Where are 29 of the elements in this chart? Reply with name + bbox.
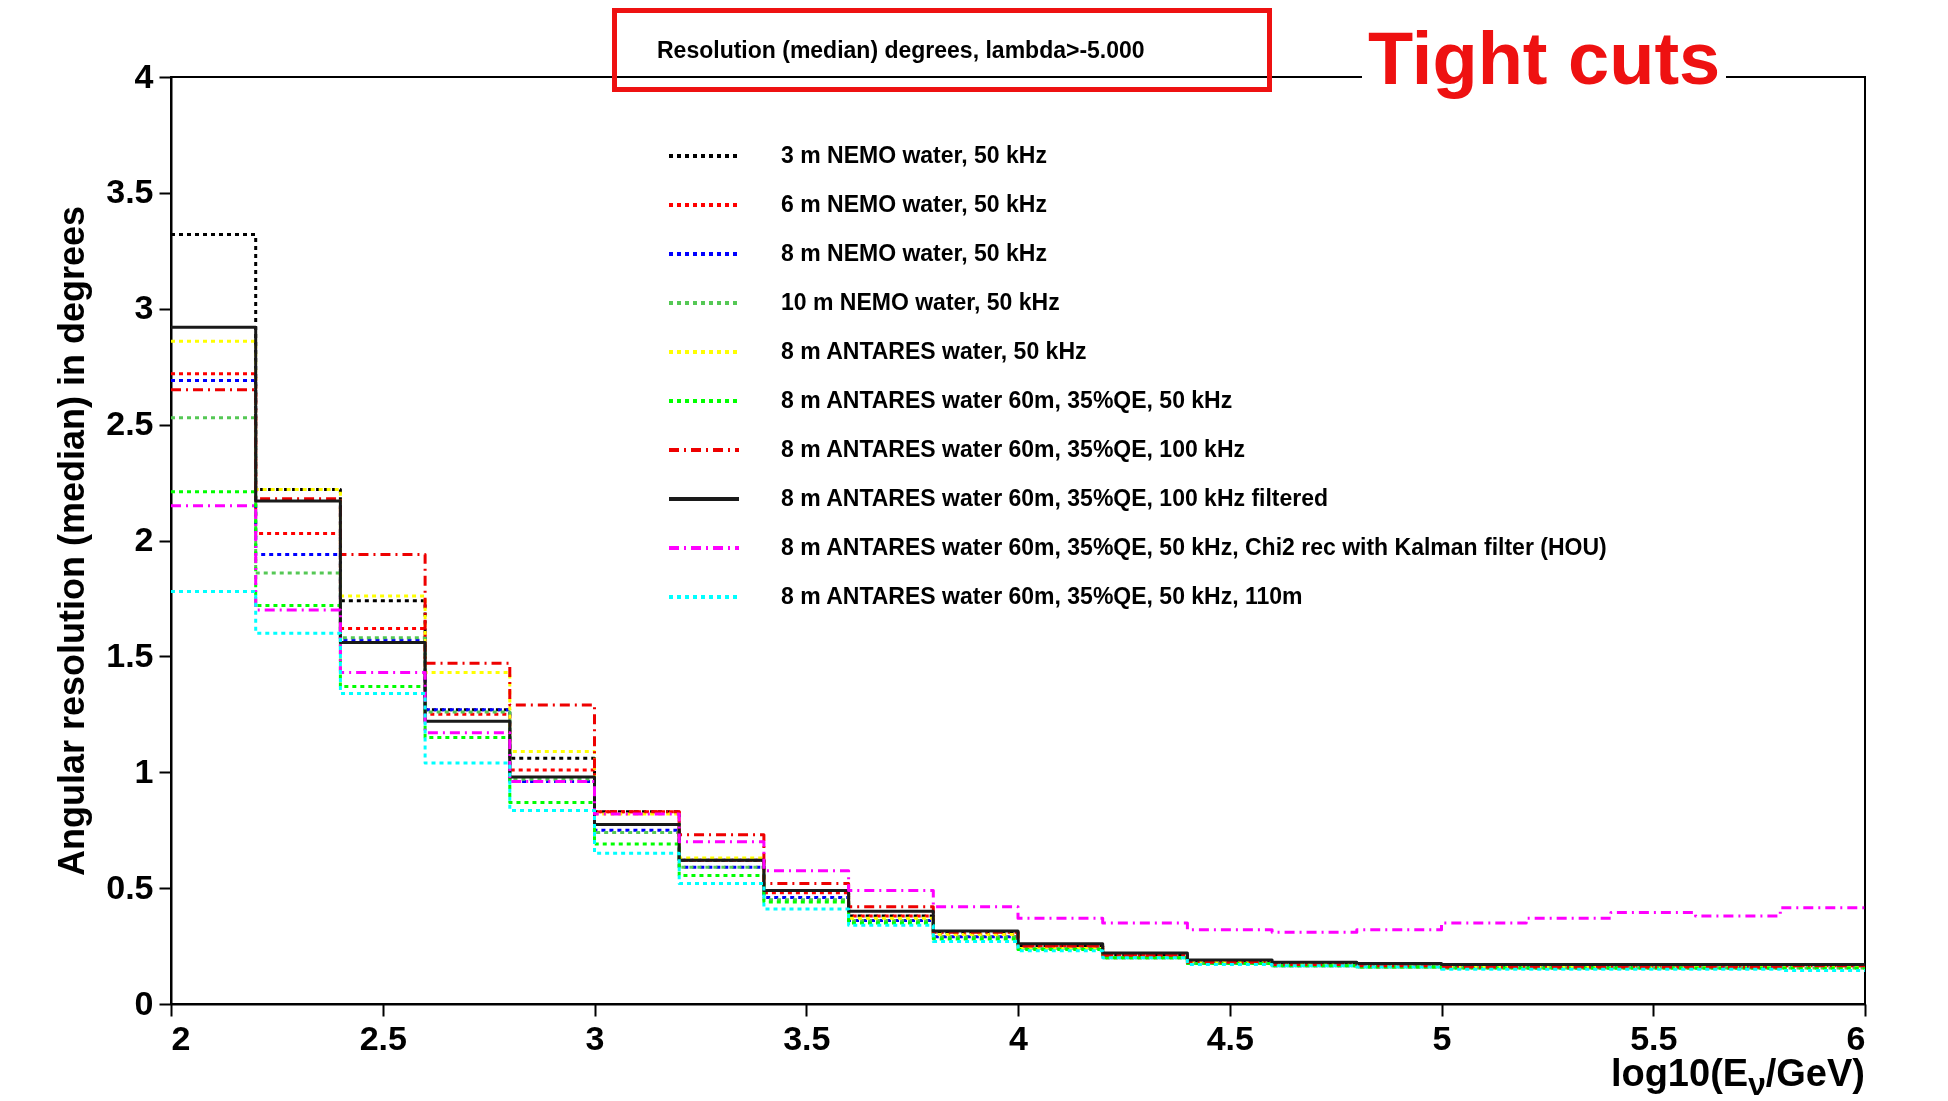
x-tick-label: 2 (171, 1018, 191, 1057)
legend-label: 6 m NEMO water, 50 kHz (781, 191, 1047, 217)
legend-label: 8 m ANTARES water, 50 kHz (781, 338, 1087, 364)
legend-label: 10 m NEMO water, 50 kHz (781, 289, 1060, 315)
x-tick-label: 5 (1432, 1018, 1452, 1057)
y-tick-label: 3.5 (106, 172, 154, 211)
legend-label: 8 m ANTARES water 60m, 35%QE, 100 kHz (781, 436, 1246, 462)
x-tick-label: 3.5 (783, 1018, 831, 1057)
y-tick-label: 1.5 (106, 635, 154, 674)
x-tick-label: 4 (1009, 1018, 1029, 1057)
x-tick-label: 4.5 (1206, 1018, 1254, 1057)
x-tick-label: 3 (585, 1018, 605, 1057)
legend-label: 8 m NEMO water, 50 kHz (781, 240, 1047, 266)
legend-label: 8 m ANTARES water 60m, 35%QE, 50 kHz, Chi2 rec with Kalman filter (HOU) (781, 534, 1607, 560)
legend-label: 8 m ANTARES water 60m, 35%QE, 50 kHz, 110m (781, 583, 1303, 609)
legend-label: 3 m NEMO water, 50 kHz (781, 142, 1047, 168)
y-tick-label: 4 (134, 56, 154, 95)
y-tick-label: 2.5 (106, 404, 154, 443)
y-tick-label: 0.5 (106, 867, 154, 906)
chart-title: Resolution (median) degrees, lambda>-5.000 (612, 8, 1272, 92)
x-tick-label: 2.5 (359, 1018, 407, 1057)
y-tick-label: 3 (134, 288, 154, 327)
annotation: Tight cuts (1362, 16, 1727, 101)
y-tick-label: 2 (134, 520, 154, 558)
y-tick-label: 1 (134, 751, 154, 790)
legend-label: 8 m ANTARES water 60m, 35%QE, 100 kHz filtered (781, 485, 1329, 511)
y-axis-title: Angular resolution (median) in degrees (51, 205, 93, 877)
legend-label: 8 m ANTARES water 60m, 35%QE, 50 kHz (781, 387, 1233, 413)
y-tick-label: 0 (134, 983, 154, 1022)
